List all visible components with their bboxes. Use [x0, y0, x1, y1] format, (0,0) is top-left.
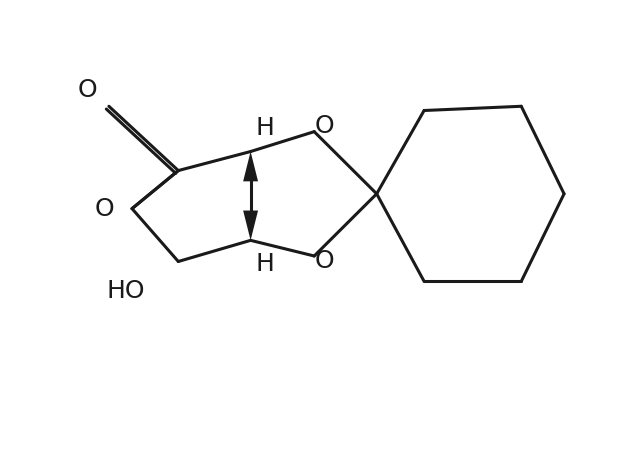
Text: O: O — [77, 78, 97, 102]
Polygon shape — [243, 152, 258, 182]
Text: O: O — [95, 197, 115, 220]
Polygon shape — [243, 211, 258, 241]
Text: HO: HO — [107, 279, 145, 303]
Text: H: H — [255, 116, 275, 140]
Text: O: O — [315, 114, 335, 138]
Text: O: O — [315, 249, 335, 273]
Text: H: H — [255, 252, 275, 276]
